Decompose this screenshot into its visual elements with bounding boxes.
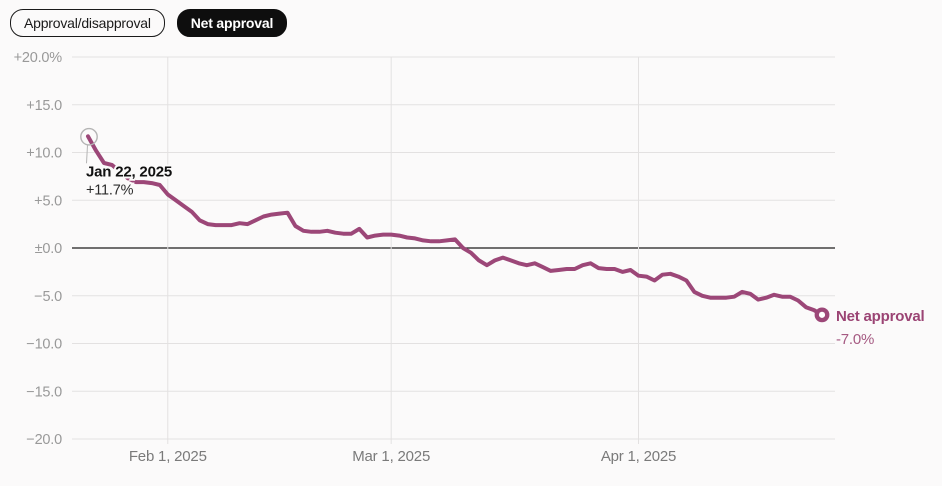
end-label-series-name: Net approval (836, 308, 924, 325)
end-label-value: -7.0% (836, 331, 874, 348)
y-axis-tick-label: +20.0% (14, 50, 63, 66)
end-point-marker-hole (818, 311, 826, 318)
x-axis-tick-label: Apr 1, 2025 (601, 448, 676, 465)
y-axis-tick-label: +10.0 (26, 146, 62, 162)
start-annotation-date: Jan 22, 2025 (86, 163, 172, 180)
x-axis-tick-label: Mar 1, 2025 (352, 448, 430, 465)
chart-view-toggle-group: Approval/disapproval Net approval (10, 9, 288, 37)
y-axis-tick-label: ±0.0 (35, 241, 62, 257)
y-axis-tick-label: −20.0 (26, 432, 62, 448)
y-axis-tick-label: −15.0 (26, 384, 62, 400)
x-grid: Feb 1, 2025 Mar 1, 2025 Apr 1, 2025 (129, 57, 676, 465)
y-axis-tick-label: +5.0 (34, 193, 62, 209)
y-axis-tick-label: −5.0 (34, 289, 62, 305)
toggle-approval-disapproval[interactable]: Approval/disapproval (10, 9, 165, 37)
y-axis-tick-label: +15.0 (26, 98, 62, 114)
y-grid: +20.0% +15.0 +10.0 +5.0 ±0.0 −5.0 −10.0 −15.0 −2… (14, 50, 835, 448)
x-axis-tick-label: Feb 1, 2025 (129, 448, 207, 465)
start-point-ring (80, 127, 98, 146)
start-annotation-value: +11.7% (86, 182, 134, 198)
net-approval-line (86, 134, 824, 317)
toggle-net-approval[interactable]: Net approval (176, 9, 288, 37)
start-annotation-connector (86, 145, 88, 164)
y-axis-tick-label: −10.0 (26, 337, 62, 353)
